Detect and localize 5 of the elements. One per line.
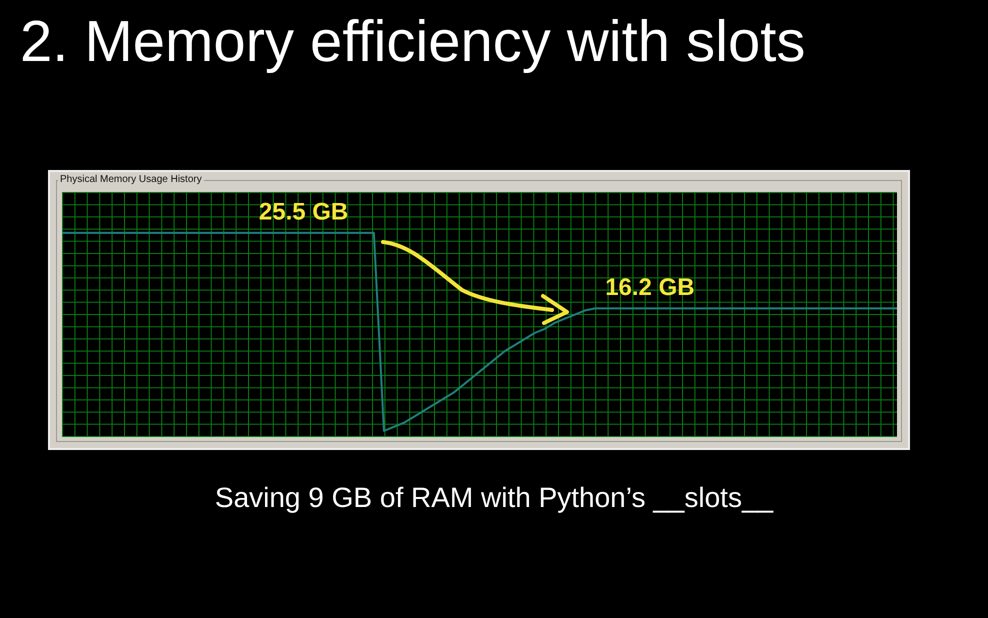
text: 25.5 GB (258, 198, 348, 226)
chart-subtitle: Physical Memory Usage History (58, 174, 204, 185)
annotation: 16.2 GB (605, 274, 695, 301)
chart-title: 2. Memory efficiency with slots (20, 8, 806, 75)
text: Saving 9 GB of RAM with Python’s __slots__ (214, 482, 774, 514)
